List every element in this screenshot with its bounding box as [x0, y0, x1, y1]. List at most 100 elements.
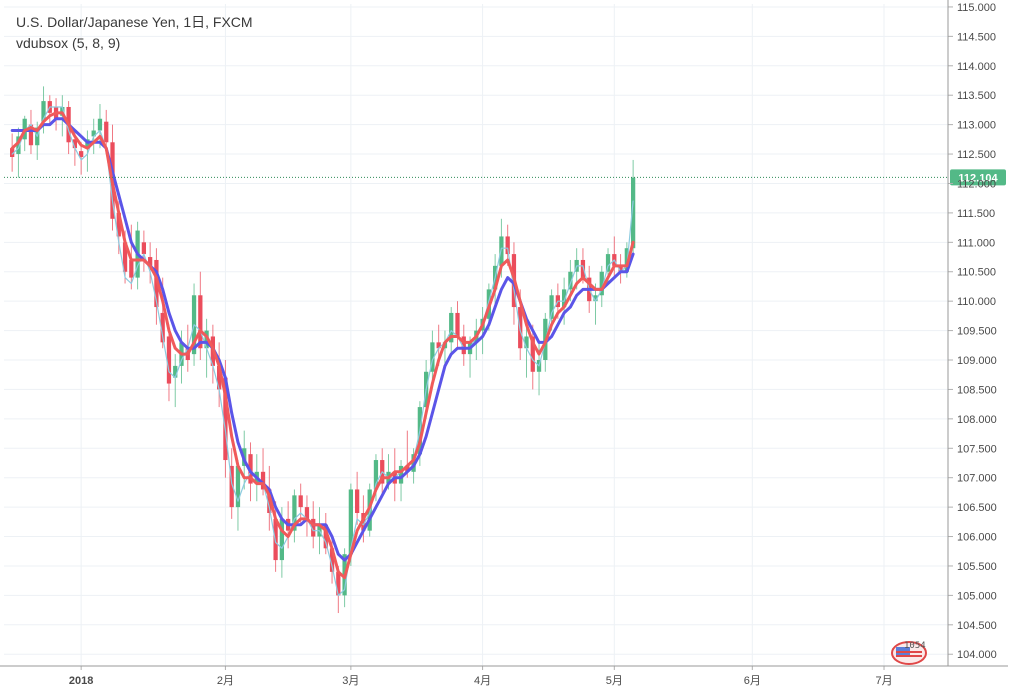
- x-tick-label: 3月: [342, 675, 359, 687]
- candle-body: [97, 118, 103, 131]
- candle-body: [348, 489, 353, 555]
- candle-body: [568, 271, 573, 290]
- y-tick-label: 104.500: [957, 620, 997, 632]
- y-tick-label: 104.000: [957, 649, 997, 661]
- candle: [79, 142, 84, 175]
- candle-body: [505, 236, 510, 255]
- candle-body: [605, 254, 611, 272]
- candle-body: [217, 365, 222, 390]
- candle: [530, 324, 535, 390]
- y-tick-label: 109.000: [957, 355, 997, 367]
- last-price-badge: [950, 169, 1006, 186]
- candle-body: [430, 342, 435, 372]
- candle-body: [530, 336, 535, 372]
- candle-body: [235, 465, 241, 508]
- candle-body: [373, 460, 379, 490]
- indicator-title: vdubsox (5, 8, 9): [16, 35, 121, 51]
- candle-body: [599, 271, 604, 296]
- symbol-title: U.S. Dollar/Japanese Yen, 1日, FXCM: [16, 14, 253, 30]
- candle: [260, 448, 266, 496]
- y-tick-label: 106.000: [957, 532, 997, 544]
- candle-body: [223, 377, 228, 461]
- candle-body: [122, 242, 128, 272]
- candle-body: [311, 518, 316, 537]
- candle-body: [323, 524, 328, 549]
- candle: [524, 324, 529, 378]
- x-tick-label: 2月: [217, 675, 234, 687]
- y-tick-label: 114.000: [957, 61, 996, 73]
- candle-body: [549, 295, 554, 319]
- candle-body: [198, 295, 203, 349]
- ma-fast-line: [10, 111, 635, 580]
- candle-body: [580, 259, 586, 278]
- candle: [154, 248, 159, 325]
- x-tick-label: 4月: [474, 675, 491, 687]
- candle: [10, 133, 15, 172]
- candle-body: [260, 471, 266, 490]
- last-price-label: 112.104: [958, 172, 998, 184]
- candle-body: [461, 336, 466, 355]
- y-tick-label: 111.000: [957, 237, 995, 249]
- candle-body: [524, 336, 529, 349]
- x-tick-label: 2018: [69, 675, 93, 687]
- candle-body: [329, 548, 335, 572]
- candle-body: [229, 465, 234, 508]
- candle: [618, 254, 623, 284]
- candle-body: [618, 265, 623, 272]
- candle-body: [16, 136, 21, 155]
- candle-body: [593, 295, 598, 302]
- candle-body: [455, 312, 460, 337]
- candle: [217, 342, 222, 408]
- candle-body: [630, 177, 636, 249]
- ma-thin-line: [11, 106, 634, 596]
- candle-body: [449, 312, 454, 343]
- chart-legend: U.S. Dollar/Japanese Yen, 1日, FXCM vdubs…: [16, 12, 253, 54]
- candle-body: [292, 495, 297, 531]
- candle: [148, 242, 153, 284]
- y-tick-label: 109.500: [957, 326, 997, 338]
- candle-body: [304, 507, 310, 519]
- y-tick-label: 114.500: [957, 31, 996, 43]
- y-tick-label: 108.500: [957, 384, 997, 396]
- candle-body: [148, 257, 153, 266]
- y-tick-label: 105.500: [957, 561, 997, 573]
- candle: [455, 301, 460, 349]
- y-tick-label: 113.500: [957, 90, 996, 102]
- candle-body: [298, 495, 303, 508]
- candle-body: [624, 248, 629, 272]
- candle-body: [355, 489, 360, 514]
- candle: [16, 127, 21, 178]
- ma-slow-line: [10, 117, 635, 562]
- y-tick-label: 107.500: [957, 443, 997, 455]
- candle-body: [173, 365, 178, 378]
- candle-body: [10, 148, 15, 157]
- candle: [355, 471, 360, 525]
- candle-body: [336, 571, 341, 596]
- flag-badge-icon: 1054: [890, 640, 928, 666]
- candle-body: [405, 465, 410, 472]
- candle-body: [398, 465, 404, 484]
- candle: [304, 495, 310, 537]
- x-tick-label: 7月: [875, 675, 892, 687]
- candle-body: [79, 151, 84, 157]
- candle-body: [60, 106, 65, 116]
- candle-body: [129, 259, 134, 278]
- candle-body: [499, 236, 504, 266]
- candle-body: [72, 139, 78, 149]
- candle: [461, 324, 466, 366]
- y-tick-label: 112.000: [957, 178, 996, 190]
- candle-body: [561, 289, 567, 308]
- x-tick-label: 5月: [606, 675, 623, 687]
- candle-body: [91, 130, 96, 137]
- candle: [141, 230, 147, 272]
- y-tick-label: 105.000: [957, 590, 997, 602]
- candle-body: [28, 124, 34, 146]
- candle-body: [41, 101, 46, 122]
- candle-body: [160, 312, 165, 343]
- y-tick-label: 106.500: [957, 502, 997, 514]
- candle-body: [116, 212, 121, 237]
- candle-body: [104, 121, 109, 143]
- candle: [166, 324, 172, 402]
